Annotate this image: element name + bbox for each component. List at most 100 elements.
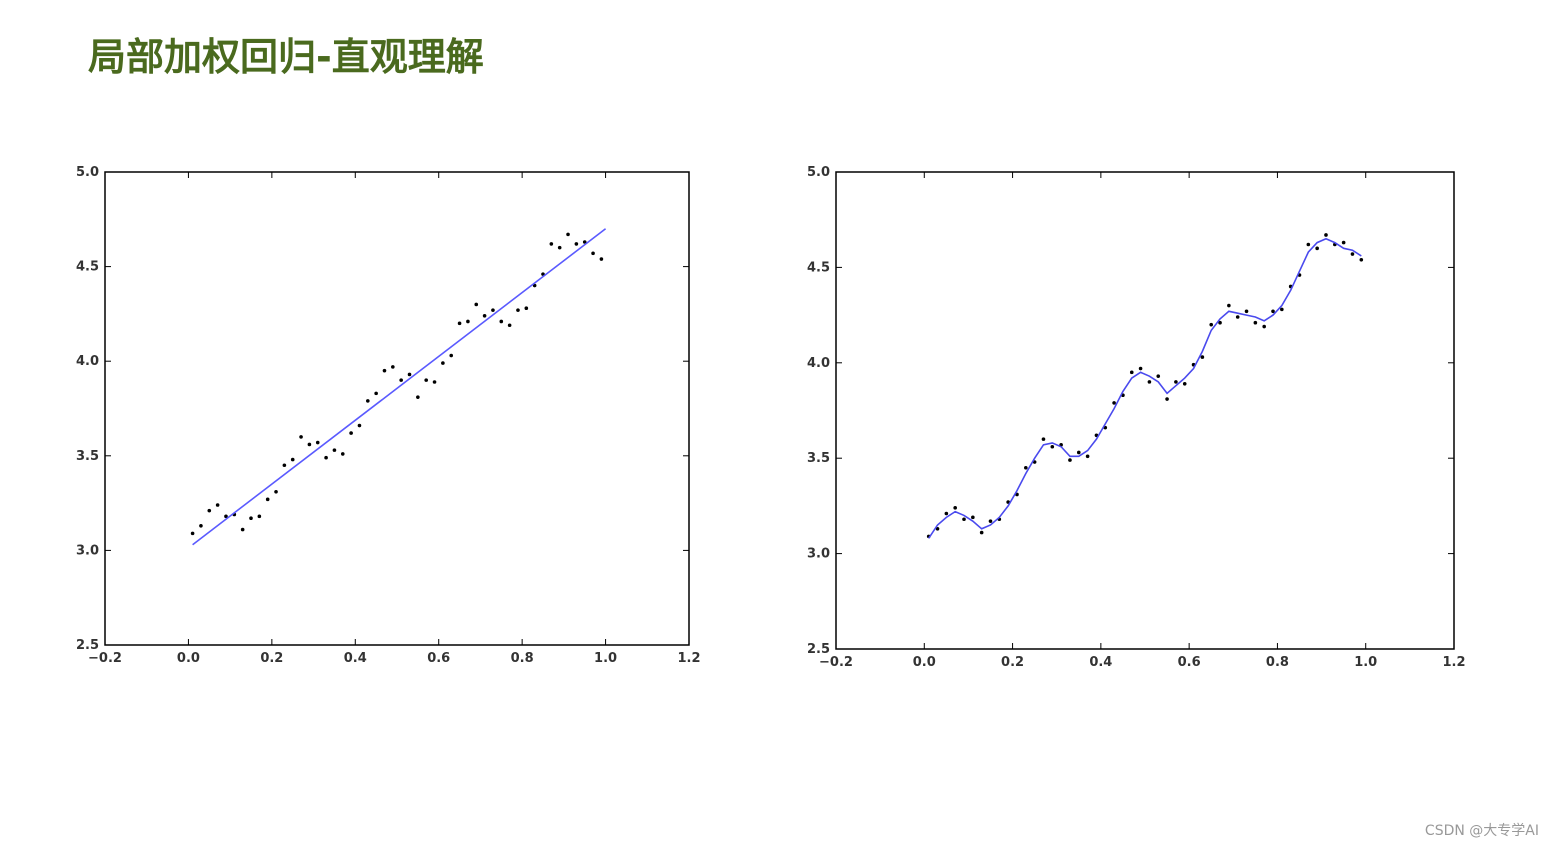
data-point xyxy=(1218,320,1222,325)
data-point xyxy=(1359,257,1364,262)
data-point xyxy=(482,313,487,318)
data-point xyxy=(466,319,470,324)
data-point xyxy=(449,353,454,358)
data-point xyxy=(574,242,579,246)
data-point xyxy=(1041,437,1046,441)
data-point xyxy=(1076,450,1081,455)
data-point xyxy=(1024,465,1028,470)
data-point xyxy=(324,455,328,460)
y-tick-label: 4.5 xyxy=(807,260,830,275)
data-point xyxy=(340,452,345,456)
y-tick-label: 3.0 xyxy=(76,543,99,558)
data-point xyxy=(971,515,975,520)
data-point xyxy=(441,361,445,365)
data-point xyxy=(1112,401,1116,405)
data-point xyxy=(432,380,437,384)
data-point xyxy=(1085,454,1090,459)
y-tick-label: 4.0 xyxy=(76,354,99,369)
data-point xyxy=(207,508,212,513)
data-point xyxy=(499,319,504,324)
x-tick-label: 0.2 xyxy=(1001,655,1024,670)
fit-line xyxy=(192,228,607,546)
data-point xyxy=(1271,309,1275,314)
x-tick-label: −0.2 xyxy=(88,651,122,666)
data-point xyxy=(407,372,412,377)
data-point xyxy=(1324,233,1328,237)
data-point xyxy=(391,365,395,369)
x-tick-label: 0.8 xyxy=(511,651,534,666)
data-point xyxy=(566,232,570,237)
watermark: CSDN @大专学AI xyxy=(1424,823,1539,839)
x-tick-label: 0.0 xyxy=(913,655,936,670)
data-point xyxy=(591,251,595,256)
data-point xyxy=(599,257,604,261)
data-point xyxy=(1253,320,1258,325)
data-point xyxy=(1156,374,1161,378)
x-tick-label: 0.4 xyxy=(344,651,367,666)
data-point xyxy=(240,527,245,532)
data-point xyxy=(1068,458,1072,462)
fit-line xyxy=(928,237,1362,539)
x-tick-label: 0.6 xyxy=(1178,655,1201,670)
data-point xyxy=(374,391,378,396)
plot-frame xyxy=(104,171,690,646)
data-point xyxy=(944,511,949,516)
data-point xyxy=(249,516,253,521)
x-tick-label: −0.2 xyxy=(819,655,853,670)
data-point xyxy=(1200,355,1205,359)
y-tick-label: 2.5 xyxy=(807,642,830,657)
plot-frame xyxy=(835,171,1455,650)
x-tick-label: 1.0 xyxy=(1354,655,1377,670)
data-point xyxy=(582,240,587,244)
data-point xyxy=(953,506,957,510)
data-point xyxy=(299,435,303,439)
data-point xyxy=(274,489,278,494)
data-point xyxy=(1182,381,1187,386)
data-point xyxy=(1165,397,1169,401)
data-point xyxy=(935,526,940,531)
data-point xyxy=(282,463,287,468)
data-point xyxy=(516,308,520,312)
data-point xyxy=(1129,370,1134,375)
data-point xyxy=(1341,240,1346,245)
data-point xyxy=(1244,309,1249,314)
data-point xyxy=(199,524,203,528)
data-point xyxy=(382,368,387,373)
data-point xyxy=(524,306,529,311)
x-tick-label: 0.0 xyxy=(177,651,200,666)
data-point xyxy=(357,423,362,428)
data-point xyxy=(1280,307,1284,312)
data-point xyxy=(1050,444,1055,449)
y-tick-label: 4.0 xyxy=(807,356,830,371)
x-tick-label: 1.2 xyxy=(1442,655,1465,670)
data-point xyxy=(1227,303,1231,308)
y-tick-label: 5.0 xyxy=(76,165,99,180)
x-tick-label: 0.4 xyxy=(1089,655,1112,670)
y-tick-label: 2.5 xyxy=(76,638,99,653)
x-tick-label: 0.8 xyxy=(1266,655,1289,670)
data-point xyxy=(1315,246,1319,251)
data-point xyxy=(399,378,403,382)
y-tick-label: 3.0 xyxy=(807,547,830,562)
x-tick-label: 0.6 xyxy=(427,651,450,666)
data-point xyxy=(257,514,262,519)
data-point xyxy=(416,395,420,399)
data-point xyxy=(349,431,353,435)
data-point xyxy=(224,514,228,519)
data-point xyxy=(290,457,295,462)
data-point xyxy=(1209,322,1214,327)
data-point xyxy=(549,242,554,246)
data-point xyxy=(1147,380,1152,384)
y-tick-label: 4.5 xyxy=(76,260,99,275)
data-point xyxy=(315,440,320,445)
data-point xyxy=(424,378,429,382)
data-point xyxy=(1350,252,1355,256)
data-point xyxy=(979,530,984,535)
x-tick-label: 1.0 xyxy=(594,651,617,666)
data-point xyxy=(457,321,462,326)
x-tick-label: 1.2 xyxy=(677,651,700,666)
data-point xyxy=(1138,366,1143,371)
x-tick-label: 0.2 xyxy=(260,651,283,666)
